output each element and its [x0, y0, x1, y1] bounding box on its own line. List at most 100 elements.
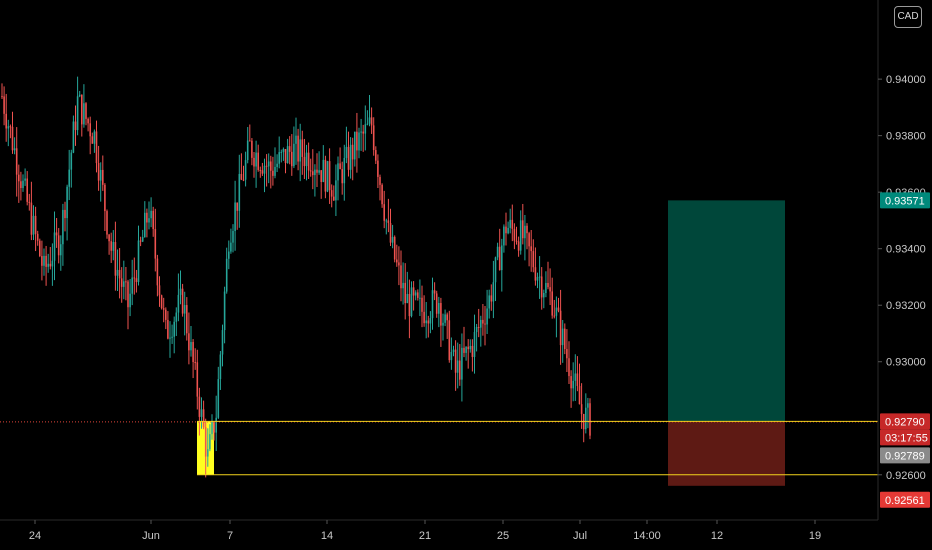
candle-body — [442, 322, 444, 326]
candle-body — [341, 169, 343, 184]
candle — [267, 153, 270, 184]
currency-badge[interactable]: CAD — [894, 6, 922, 28]
candle-body — [91, 136, 94, 144]
candle — [131, 259, 133, 306]
last-price-tag: 0.92790 — [880, 413, 930, 430]
candle-body — [173, 321, 175, 337]
candle-body — [265, 165, 268, 167]
candle — [429, 311, 432, 334]
candle — [568, 341, 570, 384]
candle — [18, 164, 20, 203]
candle-body — [410, 287, 413, 317]
candle-body — [333, 196, 335, 201]
price-tags: 0.93571 0.92790 03:17:55 0.92789 0.92561 — [880, 192, 930, 508]
candle — [183, 291, 186, 336]
candle-body — [213, 422, 215, 433]
candle — [202, 400, 205, 430]
candle — [513, 223, 516, 250]
candle-body — [118, 269, 121, 279]
candle — [312, 149, 314, 190]
candle-body — [104, 184, 106, 212]
candle-body — [528, 233, 530, 247]
candle — [396, 244, 398, 267]
candle-body — [78, 94, 81, 97]
entry-price-tag: 0.92789 — [880, 447, 930, 464]
candle-body — [587, 403, 589, 408]
candle-body — [473, 332, 476, 357]
candle-body — [5, 113, 7, 129]
candle — [528, 231, 530, 267]
candle-body — [389, 223, 392, 243]
candle — [339, 147, 341, 170]
candle-body — [370, 117, 373, 126]
y-axis[interactable]: 0.940000.938000.936000.934000.932000.930… — [877, 0, 926, 520]
candle-body — [482, 319, 484, 324]
candle — [322, 145, 325, 183]
candle-body — [280, 151, 283, 153]
candle — [301, 130, 304, 175]
candle — [364, 105, 367, 151]
target-price-tag-text: 0.93571 — [885, 195, 925, 207]
candle — [389, 208, 392, 246]
candle-body — [425, 320, 427, 324]
candle — [108, 233, 110, 255]
candle — [272, 156, 274, 186]
x-axis[interactable]: 24 Jun 7 14 21 25 Jul 14:00 12 19 — [0, 519, 878, 542]
candle — [43, 248, 45, 276]
candle-body — [459, 360, 461, 380]
candle-body — [209, 434, 211, 450]
candle — [551, 277, 553, 319]
candle — [41, 240, 43, 281]
candle — [366, 110, 369, 126]
candle-body — [536, 277, 539, 281]
candle-body — [433, 290, 436, 294]
candle — [467, 339, 469, 369]
candle — [354, 131, 356, 167]
candle — [446, 312, 448, 339]
candle — [28, 193, 31, 211]
countdown-tag-text: 03:17:55 — [885, 432, 928, 444]
candle — [217, 366, 220, 419]
candle — [34, 206, 37, 252]
candle — [587, 397, 589, 429]
candle — [116, 249, 119, 292]
candle-body — [127, 281, 129, 308]
candle-body — [391, 236, 394, 243]
candle — [177, 273, 180, 322]
candle — [349, 137, 352, 179]
candle-body — [32, 215, 35, 235]
y-tick-label: 0.93800 — [886, 131, 926, 143]
candle-body — [387, 220, 390, 224]
candle — [345, 126, 348, 164]
candle — [259, 166, 262, 178]
x-tick-label: 7 — [227, 530, 233, 542]
candle — [242, 165, 245, 182]
candle-body — [39, 240, 41, 257]
candle-body — [276, 163, 278, 167]
candle — [47, 253, 49, 273]
candle-body — [81, 94, 83, 125]
candle-body — [167, 319, 169, 339]
candle-body — [284, 148, 287, 164]
candle — [547, 261, 549, 290]
candle-body — [501, 245, 503, 271]
candle — [421, 285, 423, 328]
candle-body — [543, 292, 545, 298]
candle-body — [534, 267, 537, 281]
candle-body — [169, 337, 171, 339]
candle-body — [511, 219, 514, 229]
candle-body — [114, 241, 117, 276]
candle — [360, 118, 362, 151]
candle-body — [158, 285, 161, 296]
candle — [307, 142, 310, 180]
candle-body — [175, 312, 178, 322]
stop-price-tag-bg — [880, 491, 930, 508]
candle — [473, 314, 476, 374]
candle — [543, 289, 545, 309]
candle-body — [309, 170, 312, 172]
candle — [356, 112, 358, 173]
candle — [139, 236, 142, 247]
candle — [400, 250, 402, 302]
candle-body — [589, 403, 591, 436]
